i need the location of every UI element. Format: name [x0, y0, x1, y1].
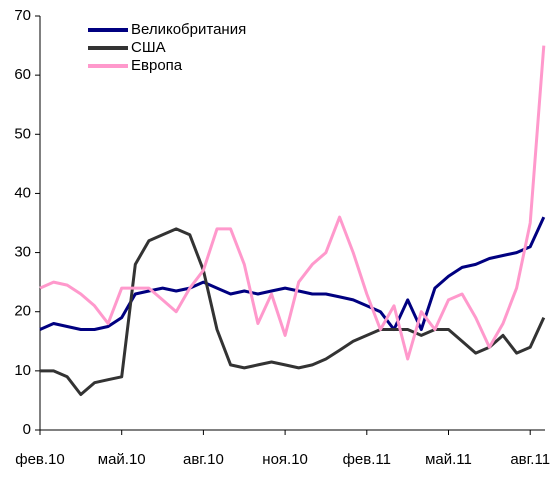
x-tick-label: май.10 — [98, 451, 146, 468]
x-tick-label: фев.11 — [343, 451, 391, 468]
y-tick-label: 60 — [14, 66, 31, 83]
x-tick-label: май.11 — [425, 451, 472, 468]
x-tick-label: авг.10 — [183, 451, 224, 468]
legend-label: Великобритания — [131, 21, 246, 38]
series-line — [39, 45, 546, 361]
x-tick-label: авг.11 — [510, 451, 550, 468]
series-line — [39, 216, 546, 331]
y-tick-label: 30 — [14, 244, 31, 261]
legend-label: Европа — [131, 57, 183, 74]
y-tick-label: 20 — [14, 303, 31, 320]
x-tick-label: фев.10 — [15, 451, 65, 468]
y-tick-label: 50 — [14, 125, 31, 142]
y-tick-label: 40 — [14, 184, 31, 201]
y-tick-label: 0 — [23, 421, 31, 438]
legend-label: США — [131, 39, 166, 56]
series-line — [40, 227, 546, 396]
x-tick-label: ноя.10 — [262, 451, 308, 468]
y-tick-label: 10 — [14, 362, 31, 379]
y-tick-label: 70 — [14, 7, 31, 24]
